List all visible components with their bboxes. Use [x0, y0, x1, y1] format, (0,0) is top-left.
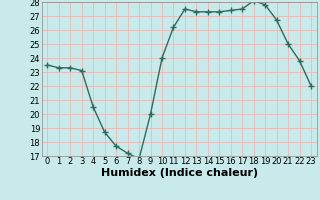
- X-axis label: Humidex (Indice chaleur): Humidex (Indice chaleur): [100, 168, 258, 178]
